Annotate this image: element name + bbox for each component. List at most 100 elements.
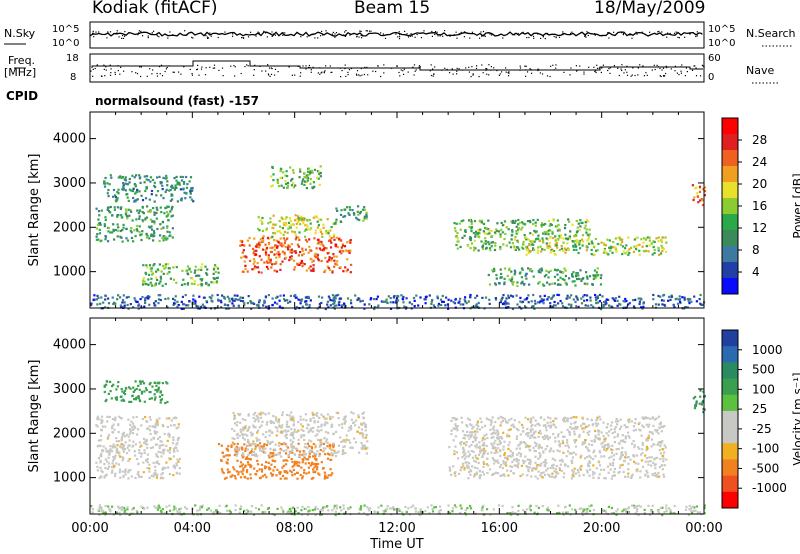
data-cell	[304, 224, 307, 227]
data-cell	[628, 436, 631, 439]
data-cell	[537, 246, 540, 249]
data-cell	[455, 417, 459, 421]
data-cell	[482, 449, 485, 452]
data-cell	[150, 397, 153, 400]
data-cell	[285, 433, 288, 436]
data-cell	[654, 472, 657, 475]
data-cell	[616, 243, 619, 246]
data-cell	[616, 423, 619, 426]
data-cell	[584, 425, 587, 428]
freq-right-tick-top: 60	[708, 53, 721, 64]
data-cell	[596, 296, 599, 300]
nsearch-dot	[471, 31, 473, 33]
data-cell	[574, 284, 577, 287]
data-cell	[485, 227, 488, 230]
data-cell	[606, 238, 609, 241]
data-cell	[133, 450, 136, 453]
data-cell	[481, 455, 484, 459]
data-cell	[276, 245, 279, 248]
data-cell	[661, 440, 664, 443]
data-cell	[612, 240, 615, 244]
data-cell	[346, 206, 349, 209]
nave-dot	[297, 65, 299, 67]
data-cell	[529, 436, 532, 440]
noise-panel	[89, 21, 705, 49]
data-cell	[111, 446, 115, 449]
data-cell	[160, 270, 163, 273]
data-cell	[117, 431, 120, 434]
data-cell	[172, 297, 175, 300]
nave-dot	[546, 75, 549, 77]
data-cell	[643, 237, 646, 240]
data-cell	[162, 448, 165, 451]
data-cell	[330, 237, 333, 240]
data-cell	[610, 451, 614, 454]
data-cell	[122, 294, 125, 297]
data-cell	[165, 417, 168, 420]
data-cell	[574, 441, 577, 444]
data-cell	[186, 272, 189, 275]
data-cell	[545, 461, 548, 465]
data-cell	[125, 452, 129, 455]
data-cell	[454, 471, 457, 474]
nave-dot	[441, 69, 443, 71]
nsearch-dot	[325, 30, 327, 32]
data-cell	[329, 468, 332, 471]
data-cell	[594, 299, 598, 302]
data-cell	[306, 218, 309, 222]
data-cell	[299, 473, 302, 477]
data-cell	[233, 299, 236, 302]
data-cell	[333, 233, 336, 236]
data-cell	[336, 209, 339, 212]
data-cell	[321, 232, 324, 235]
data-cell	[244, 267, 247, 270]
data-cell	[579, 278, 582, 281]
data-cell	[506, 274, 509, 277]
data-cell	[632, 455, 635, 458]
data-cell	[122, 185, 125, 188]
nave-dot	[623, 72, 625, 74]
data-cell	[557, 278, 560, 282]
data-cell	[114, 228, 117, 232]
data-cell	[148, 425, 151, 428]
data-cell	[552, 236, 555, 240]
data-cell	[247, 429, 250, 432]
data-cell	[322, 447, 325, 450]
nave-dot	[488, 64, 490, 66]
data-cell	[474, 296, 477, 299]
data-cell	[333, 259, 336, 262]
data-cell	[641, 448, 644, 451]
data-cell	[297, 220, 300, 224]
data-cell	[128, 432, 132, 435]
nave-dot	[164, 70, 166, 73]
data-cell	[265, 305, 268, 308]
data-cell	[566, 444, 570, 447]
data-cell	[116, 298, 119, 301]
data-cell	[186, 283, 189, 286]
data-cell	[111, 214, 114, 217]
data-cell	[346, 241, 349, 244]
data-cell	[106, 437, 109, 440]
data-cell	[119, 304, 122, 307]
data-cell	[275, 474, 278, 477]
data-cell	[523, 460, 526, 463]
data-cell	[532, 247, 535, 250]
data-cell	[652, 424, 655, 427]
data-cell	[624, 437, 627, 440]
data-cell	[317, 259, 320, 262]
data-cell	[243, 475, 246, 478]
data-cell	[169, 457, 172, 461]
data-cell	[162, 239, 165, 242]
data-cell	[548, 475, 552, 478]
data-cell	[168, 271, 171, 274]
data-cell	[363, 215, 366, 218]
data-cell	[665, 241, 668, 244]
nave-dot	[390, 67, 392, 69]
data-cell	[155, 431, 159, 434]
data-cell	[320, 243, 323, 246]
data-cell	[609, 463, 612, 467]
data-cell	[281, 411, 284, 414]
data-cell	[689, 298, 692, 301]
data-cell	[612, 454, 616, 457]
data-cell	[556, 293, 559, 296]
